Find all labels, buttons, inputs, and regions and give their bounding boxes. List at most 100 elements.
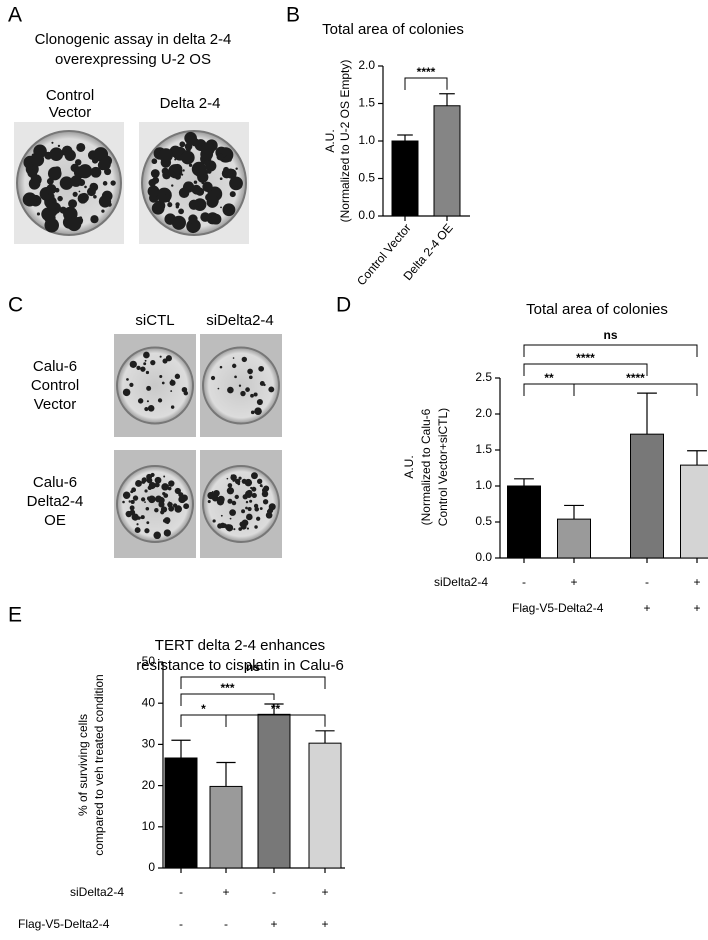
colony <box>140 497 146 502</box>
colony <box>76 142 86 152</box>
colony <box>186 219 201 234</box>
colony <box>229 517 232 520</box>
colony <box>161 167 169 175</box>
colony <box>233 528 236 531</box>
colony <box>44 199 47 203</box>
colony <box>220 514 223 517</box>
bar <box>680 464 708 559</box>
colony <box>210 375 216 381</box>
row-label: Control <box>31 377 79 394</box>
colony <box>28 178 40 190</box>
colony <box>263 485 270 492</box>
colony <box>159 374 163 379</box>
colony <box>265 511 273 519</box>
colony <box>93 194 97 199</box>
colony <box>172 503 178 508</box>
colony <box>146 496 151 501</box>
colony <box>47 166 62 181</box>
colony <box>227 386 234 394</box>
bar <box>557 518 591 559</box>
condition-mark: - <box>179 917 183 931</box>
row-label: OE <box>44 512 66 529</box>
colony <box>154 476 162 484</box>
significance-label: **** <box>576 351 595 365</box>
colony <box>248 375 253 380</box>
bar <box>507 485 541 559</box>
colony <box>151 158 158 165</box>
bar <box>257 713 291 869</box>
colony <box>188 199 200 210</box>
colony <box>178 505 180 507</box>
colony <box>97 170 102 175</box>
panel-label: C <box>8 294 23 317</box>
row-label: Calu-6 <box>33 474 77 491</box>
colony <box>46 184 57 195</box>
colony <box>78 164 93 179</box>
y-tick-label: 0.0 <box>475 550 492 564</box>
colony <box>150 169 160 178</box>
colony <box>144 359 147 362</box>
y-tick-label: 1.0 <box>358 133 375 147</box>
y-tick-label: 0.5 <box>475 514 492 528</box>
colony <box>210 213 222 225</box>
colony <box>122 388 131 397</box>
significance-label: ns <box>603 328 617 342</box>
colony <box>180 150 195 165</box>
colony <box>227 157 232 162</box>
colony <box>166 199 170 203</box>
colony <box>217 495 225 503</box>
colony <box>180 173 184 176</box>
colony <box>153 531 161 540</box>
significance-label: ns <box>246 660 260 674</box>
colony <box>213 489 220 497</box>
panel-label: D <box>336 294 351 317</box>
colony <box>140 366 146 372</box>
significance-bracket <box>523 363 648 376</box>
colony <box>195 187 205 196</box>
colony <box>84 185 87 189</box>
colony <box>141 479 146 484</box>
colony <box>251 492 257 499</box>
y-tick-label: 20 <box>142 778 156 792</box>
colony <box>132 495 139 501</box>
condition-mark: + <box>570 575 577 589</box>
y-tick-label: 40 <box>142 695 156 709</box>
colony <box>193 180 198 184</box>
chart-title: Total area of colonies <box>322 21 464 38</box>
colony <box>257 478 263 484</box>
colony <box>78 179 86 186</box>
condition-mark: - <box>645 575 649 589</box>
colony <box>174 373 181 380</box>
colony <box>207 499 211 504</box>
significance-bracket <box>180 693 275 706</box>
colony <box>237 184 242 189</box>
plate <box>116 465 194 543</box>
column-label: siCTL <box>135 312 174 329</box>
condition-mark: + <box>321 917 328 931</box>
colony <box>147 405 155 412</box>
condition-mark: + <box>270 917 277 931</box>
colony <box>219 149 224 155</box>
colony <box>174 487 181 495</box>
colony <box>137 398 144 404</box>
colony <box>246 513 253 521</box>
colony <box>240 523 247 530</box>
colony <box>227 483 233 488</box>
colony <box>136 365 141 371</box>
chart-title: TERT delta 2-4 enhances <box>155 637 325 654</box>
condition-name: siDelta2-4 <box>434 575 488 589</box>
condition-mark: + <box>321 885 328 899</box>
colony <box>201 142 215 157</box>
colony <box>219 365 223 369</box>
colony <box>256 516 261 521</box>
colony <box>225 524 234 532</box>
colony <box>90 166 102 178</box>
colony <box>129 509 136 516</box>
colony <box>130 499 135 504</box>
colony <box>237 482 241 486</box>
colony <box>47 192 55 200</box>
colony <box>129 505 135 511</box>
colony <box>182 169 185 172</box>
significance-bracket <box>573 383 698 396</box>
colony <box>235 167 238 170</box>
